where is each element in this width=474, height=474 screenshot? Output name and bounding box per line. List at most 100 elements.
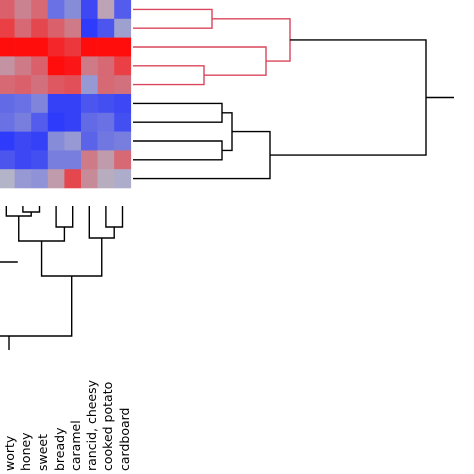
- heatmap-cell: [81, 0, 98, 20]
- heatmap-cell: [114, 75, 132, 95]
- heatmap-cell: [64, 18, 82, 38]
- column-label-caramel: caramel: [68, 420, 83, 471]
- heatmap-cell: [64, 75, 82, 95]
- heatmap-cell: [47, 131, 65, 151]
- heatmap-cell: [31, 75, 49, 95]
- dendrogram-link: [22, 206, 41, 213]
- heatmap-cell: [14, 94, 32, 114]
- heatmap-cell: [114, 18, 132, 38]
- heatmap-cell: [0, 150, 15, 170]
- heatmap-cell: [14, 131, 32, 151]
- column-label-cardboard: cardboard: [117, 408, 132, 471]
- dendrogram-link: [212, 18, 291, 62]
- column-labels: worty honey sweet bready caramel rancid,…: [2, 379, 132, 471]
- heatmap-cell: [0, 75, 15, 95]
- dendrogram-link: [133, 46, 267, 76]
- dendrogram-link: [270, 39, 427, 156]
- heatmap-cell: [31, 56, 49, 76]
- row-dendrogram: [133, 8, 454, 180]
- heatmap-cell: [47, 112, 65, 132]
- heatmap-cell: [64, 94, 82, 114]
- column-label-worty: worty: [2, 435, 17, 471]
- column-dendrogram: [0, 206, 124, 350]
- heatmap-cell: [81, 94, 98, 114]
- heatmap-cell: [47, 0, 65, 20]
- heatmap-cell: [47, 56, 65, 76]
- heatmap-cell: [64, 150, 82, 170]
- heatmap-cell: [64, 169, 82, 189]
- heatmap-cell: [14, 18, 32, 38]
- heatmap-cell: [14, 112, 32, 132]
- heatmap-cell: [14, 56, 32, 76]
- heatmap-cell: [114, 169, 132, 189]
- column-label-honey: honey: [18, 432, 33, 471]
- heatmap-cell: [64, 37, 82, 57]
- column-label-bready: bready: [52, 427, 67, 471]
- heatmap-cell: [81, 37, 98, 57]
- heatmap-cell: [97, 94, 115, 114]
- heatmap-cell: [97, 0, 115, 20]
- dendrogram-link: [105, 206, 124, 228]
- heatmap-cell: [0, 37, 15, 57]
- heatmap-cell: [81, 169, 98, 189]
- heatmap-cell: [81, 112, 98, 132]
- heatmap-cell: [47, 94, 65, 114]
- heatmap-cell: [81, 75, 98, 95]
- heatmap-cell: [81, 150, 98, 170]
- heatmap-cell: [31, 37, 49, 57]
- dendrogram-link: [55, 206, 74, 228]
- heatmap-cell: [14, 150, 32, 170]
- heatmap-cell: [0, 112, 15, 132]
- heatmap-cell: [97, 75, 115, 95]
- heatmap-cell: [0, 0, 15, 20]
- heatmap-cell: [0, 18, 15, 38]
- heatmap-cell: [97, 169, 115, 189]
- dendrogram-link: [18, 216, 66, 242]
- dendrogram-link: [133, 65, 205, 86]
- heatmap-cell: [64, 112, 82, 132]
- heatmap-cell: [114, 0, 132, 20]
- column-label-rancid-cheesy: rancid, cheesy: [84, 379, 99, 471]
- heatmap-cell: [47, 150, 65, 170]
- heatmap-cell: [14, 169, 32, 189]
- heatmap-cell: [114, 37, 132, 57]
- dendrogram-link: [0, 276, 73, 337]
- dendrogram-link: [133, 130, 271, 180]
- column-label-sweet: sweet: [35, 434, 50, 471]
- dendrogram-link: [40, 238, 103, 277]
- dendrogram-link: [88, 206, 115, 239]
- heatmap-cell: [81, 131, 98, 151]
- heatmap-cell: [14, 0, 32, 20]
- heatmap-cell: [64, 131, 82, 151]
- heatmap-cell: [0, 56, 15, 76]
- heatmap-cell: [0, 131, 15, 151]
- heatmap-grid: [0, 0, 132, 189]
- heatmap-cell: [31, 150, 49, 170]
- heatmap-cell: [47, 18, 65, 38]
- column-label-cooked-potato: cooked potato: [100, 382, 115, 471]
- heatmap-cell: [31, 112, 49, 132]
- dendrogram-link: [133, 140, 223, 161]
- heatmap-cell: [47, 75, 65, 95]
- heatmap-cell: [97, 150, 115, 170]
- dendrogram-link: [222, 112, 233, 152]
- heatmap-cell: [31, 18, 49, 38]
- heatmap-cell: [31, 169, 49, 189]
- heatmap-cell: [114, 56, 132, 76]
- dendrogram-link: [5, 206, 32, 217]
- heatmap-cell: [114, 112, 132, 132]
- dendrogram-link: [133, 102, 223, 123]
- heatmap-cell: [31, 94, 49, 114]
- heatmap-cell: [114, 94, 132, 114]
- heatmap-cell: [97, 56, 115, 76]
- heatmap-cell: [97, 18, 115, 38]
- heatmap-cell: [81, 56, 98, 76]
- heatmap-cell: [114, 150, 132, 170]
- dendrogram-link: [133, 8, 213, 29]
- heatmap-cell: [14, 75, 32, 95]
- heatmap-cell: [31, 131, 49, 151]
- heatmap-cell: [47, 37, 65, 57]
- heatmap-cell: [97, 131, 115, 151]
- heatmap-cell: [97, 37, 115, 57]
